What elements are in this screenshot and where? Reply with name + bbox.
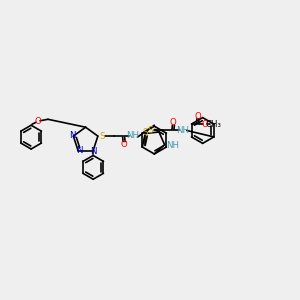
Text: S: S [99, 132, 105, 141]
Text: S: S [147, 126, 153, 135]
Text: O: O [202, 119, 209, 128]
Text: NH: NH [126, 130, 139, 140]
Text: O: O [120, 140, 127, 148]
Text: NH: NH [176, 126, 189, 135]
Text: O: O [194, 112, 201, 121]
Text: NH: NH [167, 141, 180, 150]
Text: N: N [69, 130, 76, 140]
Text: N: N [76, 146, 82, 154]
Text: S: S [142, 128, 148, 137]
Text: CH₃: CH₃ [205, 119, 221, 128]
Text: N: N [90, 147, 97, 156]
Text: O: O [35, 117, 41, 126]
Text: O: O [169, 118, 176, 127]
